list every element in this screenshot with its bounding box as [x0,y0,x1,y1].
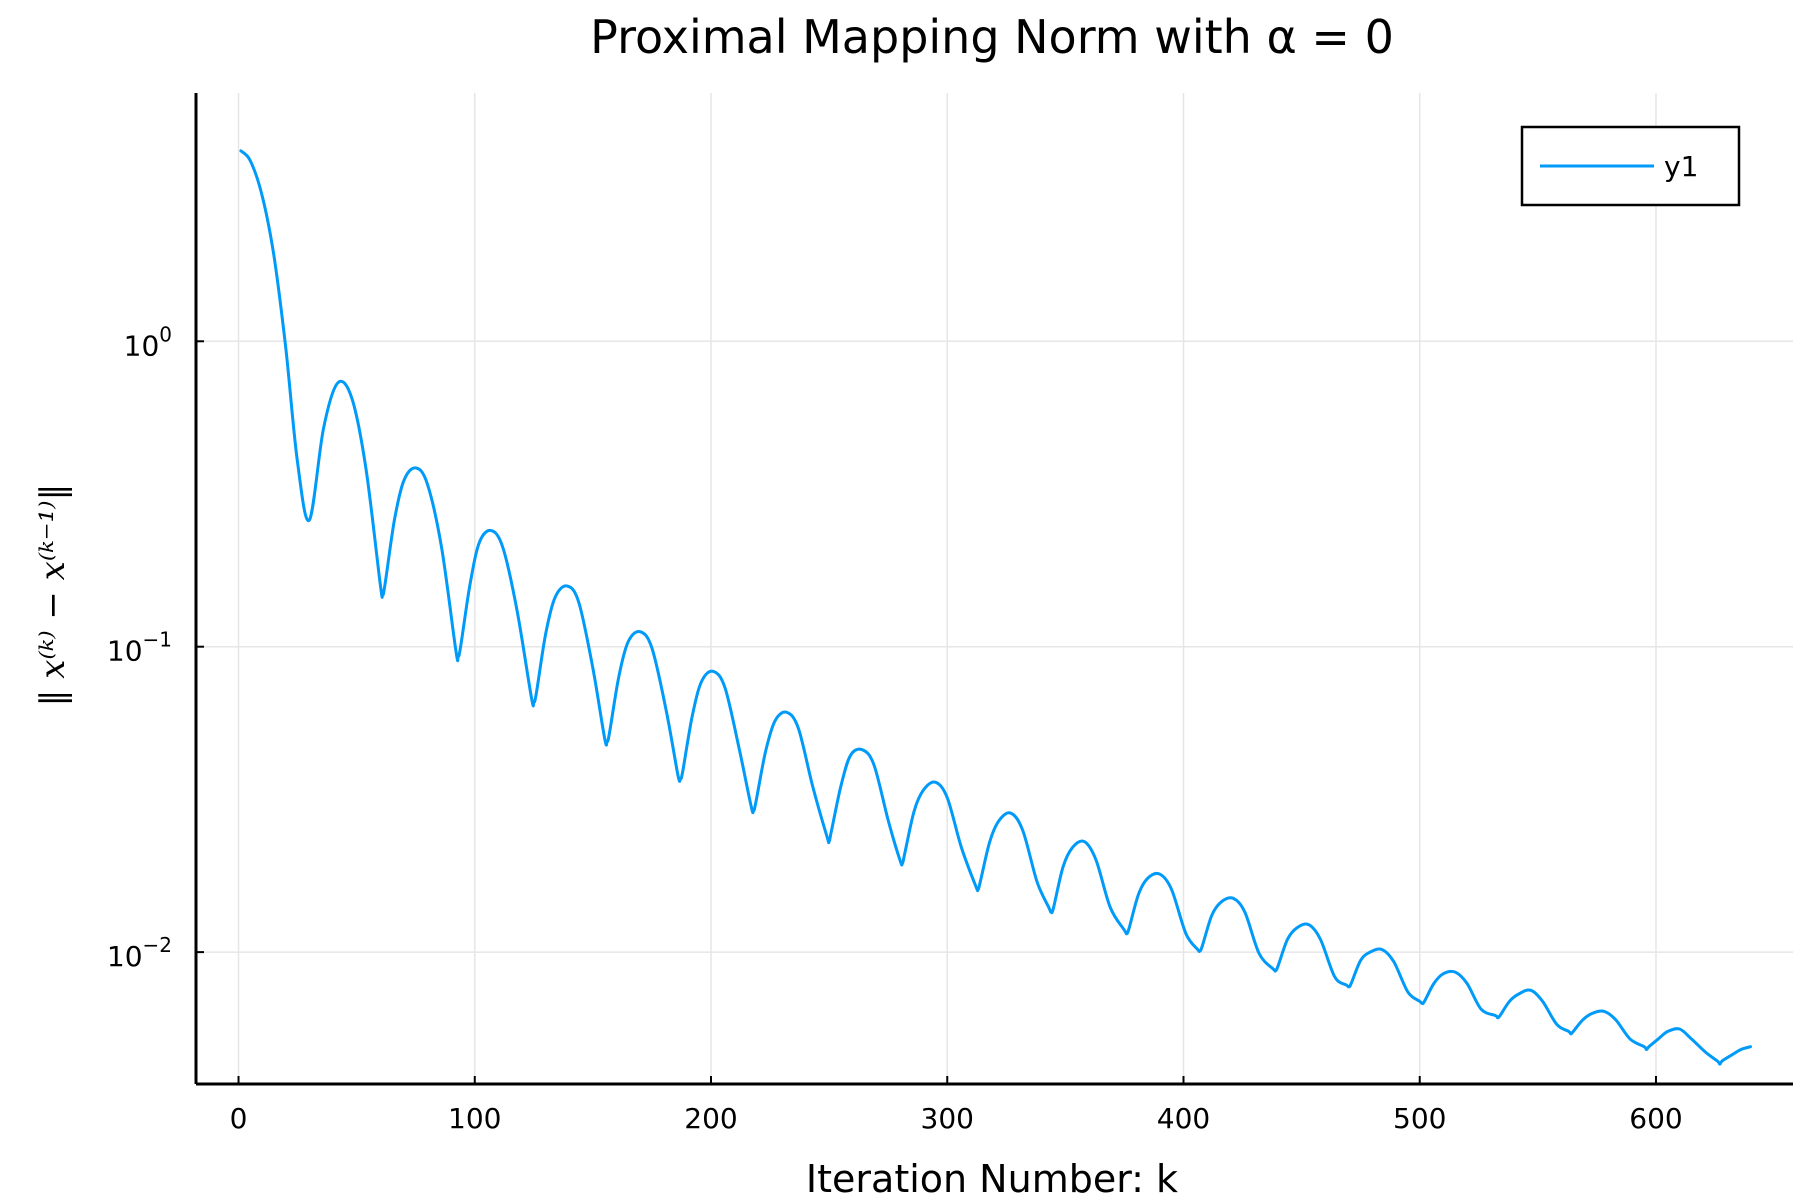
x-axis-label: Iteration Number: k [806,1157,1178,1200]
series-line-y1 [239,149,1752,1066]
x-tick-label: 500 [1393,1102,1446,1135]
x-tick-label: 0 [230,1102,248,1135]
x-tick-label: 400 [1157,1102,1210,1135]
y-tick-label: 100 [124,322,172,362]
x-tick-label: 200 [684,1102,737,1135]
ticks: 0 100 200 300 400 500 600 100 10−1 10−2 [107,322,1683,1135]
legend: y1 [1520,125,1741,207]
x-tick-label: 600 [1629,1102,1682,1135]
y-axis-label: ‖ x⁽ᵏ⁾ − x⁽ᵏ⁻¹⁾‖ [33,483,73,706]
y-tick-label: 10−1 [107,628,172,668]
grid [196,93,1793,1084]
y-tick-label: 10−2 [107,933,172,973]
chart-title: Proximal Mapping Norm with α = 0 [590,10,1394,64]
legend-label-y1: y1 [1664,150,1698,183]
x-tick-label: 100 [448,1102,501,1135]
x-tick-label: 300 [921,1102,974,1135]
